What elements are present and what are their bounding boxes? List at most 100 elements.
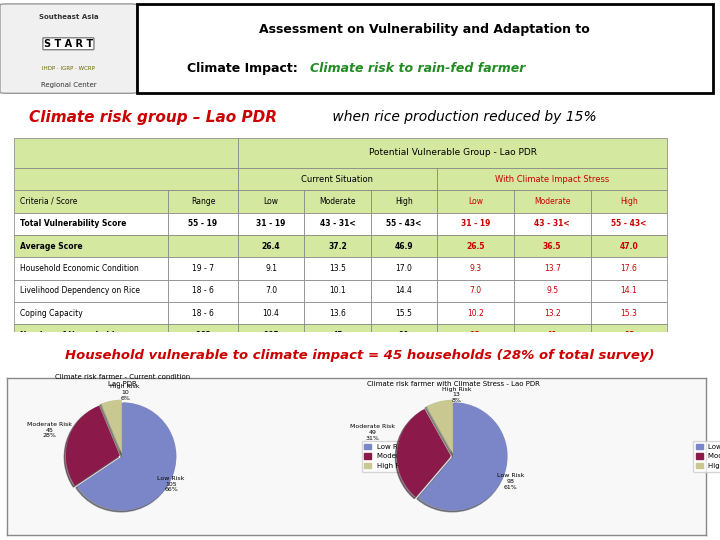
- Text: Criteria / Score: Criteria / Score: [20, 197, 77, 206]
- Bar: [14, 257, 168, 280]
- Text: 13.7: 13.7: [544, 264, 561, 273]
- Bar: [168, 257, 238, 280]
- Text: 49: 49: [547, 331, 557, 340]
- FancyBboxPatch shape: [137, 4, 713, 93]
- Bar: [437, 213, 514, 235]
- Text: 105: 105: [264, 331, 279, 340]
- Text: 13.6: 13.6: [329, 309, 346, 318]
- Bar: [514, 257, 590, 280]
- Bar: [168, 280, 238, 302]
- Text: Moderate Risk
49
31%: Moderate Risk 49 31%: [350, 424, 395, 441]
- Bar: [590, 190, 667, 213]
- Title: Climate risk farmer - Current condition
Lao PDR: Climate risk farmer - Current condition …: [55, 374, 190, 387]
- Text: 9.3: 9.3: [469, 264, 482, 273]
- Text: 47.0: 47.0: [620, 241, 639, 251]
- FancyBboxPatch shape: [0, 4, 137, 93]
- Bar: [305, 280, 371, 302]
- Bar: [590, 213, 667, 235]
- Text: 10.2: 10.2: [467, 309, 484, 318]
- Bar: [437, 190, 514, 213]
- Text: 55 - 43<: 55 - 43<: [386, 219, 421, 228]
- Text: 15.5: 15.5: [395, 309, 412, 318]
- Text: 162: 162: [195, 331, 211, 340]
- Text: Moderate Risk
45
28%: Moderate Risk 45 28%: [27, 422, 72, 438]
- Bar: [514, 302, 590, 325]
- Text: 13: 13: [624, 331, 634, 340]
- Bar: [305, 213, 371, 235]
- Text: 10.4: 10.4: [263, 309, 279, 318]
- Text: Low: Low: [264, 197, 279, 206]
- Bar: [14, 235, 168, 257]
- Bar: [168, 302, 238, 325]
- Wedge shape: [426, 400, 453, 454]
- Text: High: High: [620, 197, 638, 206]
- Text: 43 - 31<: 43 - 31<: [320, 219, 355, 228]
- Bar: [514, 325, 590, 347]
- Bar: [590, 280, 667, 302]
- Bar: [437, 280, 514, 302]
- Text: 13.2: 13.2: [544, 309, 561, 318]
- Bar: [14, 138, 238, 168]
- Text: 9.1: 9.1: [265, 264, 277, 273]
- Bar: [14, 168, 238, 190]
- Bar: [371, 325, 437, 347]
- Text: S T A R T: S T A R T: [44, 39, 93, 49]
- Bar: [305, 235, 371, 257]
- Text: Climate risk to rain-fed farmer: Climate risk to rain-fed farmer: [310, 62, 525, 75]
- Bar: [305, 302, 371, 325]
- Bar: [371, 235, 437, 257]
- Text: Moderate: Moderate: [319, 197, 356, 206]
- Text: 18 - 6: 18 - 6: [192, 286, 214, 295]
- Text: High Risk
10
6%: High Risk 10 6%: [110, 384, 140, 401]
- Bar: [371, 302, 437, 325]
- Bar: [168, 235, 238, 257]
- Bar: [238, 190, 305, 213]
- Bar: [437, 168, 667, 190]
- Text: Average Score: Average Score: [20, 241, 83, 251]
- Bar: [437, 257, 514, 280]
- Bar: [238, 257, 305, 280]
- Title: Climate risk farmer with Climate Stress - Lao PDR: Climate risk farmer with Climate Stress …: [367, 381, 540, 387]
- Text: Household vulnerable to climate impact = 45 households (28% of total survey): Household vulnerable to climate impact =…: [66, 348, 654, 362]
- Wedge shape: [418, 402, 508, 510]
- Text: 15.3: 15.3: [621, 309, 637, 318]
- Bar: [590, 325, 667, 347]
- Bar: [168, 213, 238, 235]
- Wedge shape: [397, 409, 451, 497]
- Text: 10: 10: [398, 331, 409, 340]
- Text: 7.0: 7.0: [469, 286, 482, 295]
- Text: Range: Range: [191, 197, 215, 206]
- Text: 19 - 7: 19 - 7: [192, 264, 214, 273]
- Text: Regional Center: Regional Center: [40, 82, 96, 87]
- Text: IHDP · IGRP · WCRP: IHDP · IGRP · WCRP: [42, 65, 95, 71]
- Text: 18 - 6: 18 - 6: [192, 309, 214, 318]
- Text: 17.6: 17.6: [621, 264, 637, 273]
- Bar: [514, 213, 590, 235]
- Text: when rice production reduced by 15%: when rice production reduced by 15%: [328, 111, 596, 124]
- Bar: [14, 302, 168, 325]
- Bar: [590, 257, 667, 280]
- Text: Low Risk
105
66%: Low Risk 105 66%: [157, 476, 185, 492]
- Text: 98: 98: [470, 331, 481, 340]
- Text: 36.5: 36.5: [543, 241, 562, 251]
- Text: Total Vulnerability Score: Total Vulnerability Score: [20, 219, 127, 228]
- Bar: [305, 325, 371, 347]
- Bar: [168, 325, 238, 347]
- Wedge shape: [102, 400, 122, 454]
- Bar: [14, 280, 168, 302]
- Text: Low: Low: [468, 197, 483, 206]
- Text: 46.9: 46.9: [395, 241, 413, 251]
- Bar: [168, 190, 238, 213]
- Bar: [305, 257, 371, 280]
- Text: Assessment on Vulnerability and Adaptation to: Assessment on Vulnerability and Adaptati…: [259, 23, 590, 36]
- Text: Low Risk
98
61%: Low Risk 98 61%: [497, 473, 524, 490]
- Bar: [238, 168, 437, 190]
- Text: Moderate: Moderate: [534, 197, 570, 206]
- Text: 31 - 19: 31 - 19: [461, 219, 490, 228]
- Legend: Low Risk, Moderate Risk, High Risk: Low Risk, Moderate Risk, High Risk: [361, 441, 429, 471]
- Text: 26.4: 26.4: [262, 241, 280, 251]
- Bar: [437, 325, 514, 347]
- Bar: [371, 257, 437, 280]
- Bar: [514, 280, 590, 302]
- Bar: [238, 213, 305, 235]
